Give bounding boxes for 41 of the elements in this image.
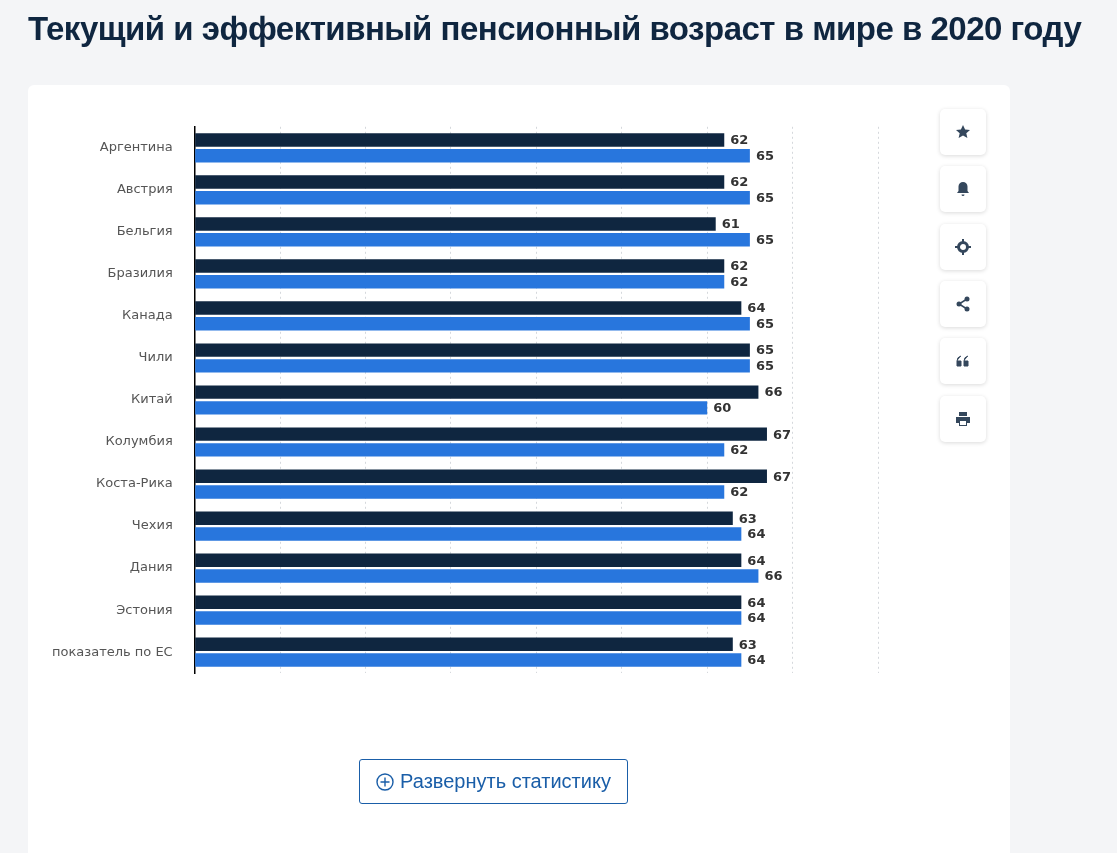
y-tick-label: Австрия [116,181,173,197]
data-label: 65 [755,148,774,164]
data-label: 62 [730,132,749,148]
data-label: 65 [755,190,774,206]
y-tick-label: Дания [129,559,173,575]
chart-title: Текущий и эффективный пенсионный возраст в мире в 2020 году [28,10,1082,48]
y-tick-label: Аргентина [99,139,173,155]
data-label: 62 [730,274,749,290]
data-label: 63 [738,510,757,526]
y-tick-label: Колумбия [105,433,173,449]
y-tick-label: Китай [131,391,173,407]
y-tick-label: Чили [138,349,173,365]
y-tick-label: Эстония [116,601,173,617]
y-tick-label: Бразилия [107,265,173,281]
data-label: 65 [755,232,774,248]
y-tick-label: Чехия [131,517,173,533]
y-tick-label: Канада [122,307,173,323]
data-label: 66 [764,568,783,584]
data-label: 67 [772,468,792,484]
data-label: 67 [772,426,792,442]
data-label: 66 [764,384,783,400]
y-tick-label: Бельгия [116,223,173,239]
data-label: 64 [747,300,766,316]
data-label: 62 [730,258,749,274]
data-label: 65 [755,358,774,374]
data-label: 64 [747,594,766,610]
data-label: 65 [755,342,774,358]
data-label: 62 [730,174,749,190]
data-label: 61 [721,216,740,232]
data-label: 64 [747,652,766,668]
data-label: 64 [747,526,766,542]
data-label: 62 [730,442,749,458]
data-label: 65 [755,316,774,332]
data-label: 63 [738,636,757,652]
text: Развернуть статистику [400,770,611,793]
data-label: 62 [730,484,749,500]
data-label: 64 [747,552,766,568]
y-tick-label: показатель по ЕС [52,643,173,659]
y-tick-label: Коста-Рика [96,475,173,491]
data-label: 64 [747,610,766,626]
data-label: 60 [713,400,732,416]
